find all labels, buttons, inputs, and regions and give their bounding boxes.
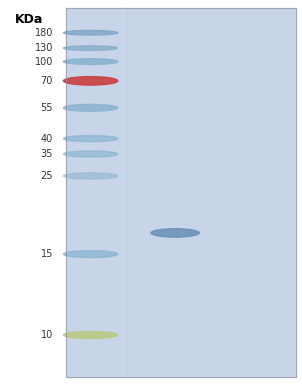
Text: 15: 15 (40, 249, 53, 259)
Text: 70: 70 (40, 76, 53, 86)
Ellipse shape (151, 229, 199, 237)
Ellipse shape (63, 151, 118, 157)
Ellipse shape (63, 251, 118, 258)
Text: KDa: KDa (15, 13, 43, 27)
Ellipse shape (63, 30, 118, 35)
Text: 40: 40 (40, 134, 53, 144)
Ellipse shape (63, 46, 118, 50)
Text: 10: 10 (40, 330, 53, 340)
Ellipse shape (63, 173, 118, 179)
Text: 180: 180 (34, 28, 53, 38)
Bar (66, 8, 296, 377)
Ellipse shape (63, 136, 118, 142)
Text: 35: 35 (40, 149, 53, 159)
Bar (66, 8, 296, 377)
Text: 25: 25 (40, 171, 53, 181)
Text: 100: 100 (34, 57, 53, 67)
Ellipse shape (63, 331, 118, 338)
Ellipse shape (63, 59, 118, 65)
Ellipse shape (63, 77, 118, 85)
Text: 130: 130 (34, 43, 53, 53)
Text: 55: 55 (40, 103, 53, 113)
Ellipse shape (63, 104, 118, 111)
